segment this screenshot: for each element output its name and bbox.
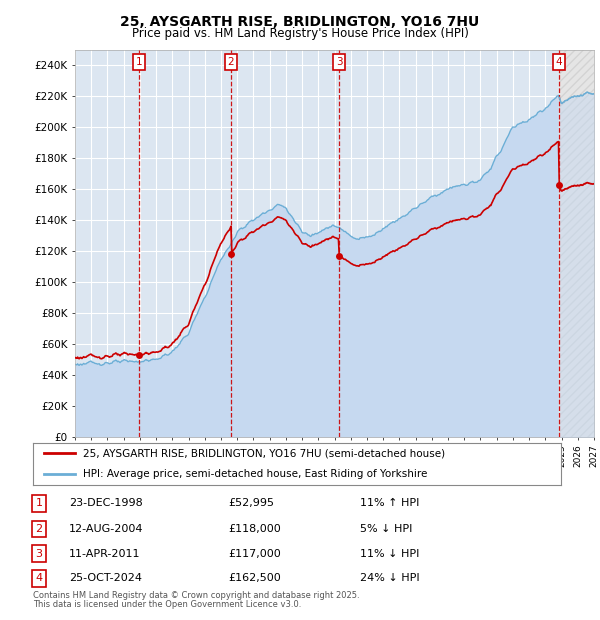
Text: 25, AYSGARTH RISE, BRIDLINGTON, YO16 7HU: 25, AYSGARTH RISE, BRIDLINGTON, YO16 7HU	[121, 16, 479, 30]
Text: 2: 2	[35, 524, 43, 534]
Text: 11% ↑ HPI: 11% ↑ HPI	[360, 498, 419, 508]
Text: 24% ↓ HPI: 24% ↓ HPI	[360, 574, 419, 583]
Text: This data is licensed under the Open Government Licence v3.0.: This data is licensed under the Open Gov…	[33, 600, 301, 609]
Text: 25-OCT-2024: 25-OCT-2024	[69, 574, 142, 583]
Text: 1: 1	[35, 498, 43, 508]
Text: HPI: Average price, semi-detached house, East Riding of Yorkshire: HPI: Average price, semi-detached house,…	[83, 469, 428, 479]
Text: 4: 4	[35, 574, 43, 583]
Text: 11% ↓ HPI: 11% ↓ HPI	[360, 549, 419, 559]
Bar	[559, 50, 594, 437]
Text: 11-APR-2011: 11-APR-2011	[69, 549, 140, 559]
Text: Contains HM Land Registry data © Crown copyright and database right 2025.: Contains HM Land Registry data © Crown c…	[33, 590, 359, 600]
Text: 23-DEC-1998: 23-DEC-1998	[69, 498, 143, 508]
Bar	[559, 50, 594, 437]
Text: 4: 4	[556, 57, 562, 67]
Text: £52,995: £52,995	[228, 498, 274, 508]
Text: £162,500: £162,500	[228, 574, 281, 583]
Text: £117,000: £117,000	[228, 549, 281, 559]
Text: Price paid vs. HM Land Registry's House Price Index (HPI): Price paid vs. HM Land Registry's House …	[131, 27, 469, 40]
Text: 25, AYSGARTH RISE, BRIDLINGTON, YO16 7HU (semi-detached house): 25, AYSGARTH RISE, BRIDLINGTON, YO16 7HU…	[83, 448, 445, 458]
Text: 5% ↓ HPI: 5% ↓ HPI	[360, 524, 412, 534]
Text: £118,000: £118,000	[228, 524, 281, 534]
Text: 3: 3	[336, 57, 343, 67]
Text: 1: 1	[136, 57, 143, 67]
Text: 12-AUG-2004: 12-AUG-2004	[69, 524, 143, 534]
Text: 3: 3	[35, 549, 43, 559]
Text: 2: 2	[228, 57, 235, 67]
